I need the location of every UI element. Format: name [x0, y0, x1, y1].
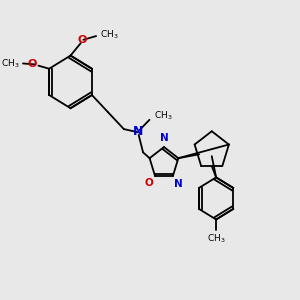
Text: N: N — [174, 179, 183, 189]
Text: CH$_3$: CH$_3$ — [207, 233, 225, 245]
Text: CH$_3$: CH$_3$ — [100, 28, 118, 41]
Text: O: O — [144, 178, 153, 188]
Text: CH$_3$: CH$_3$ — [154, 110, 172, 122]
Text: CH$_3$: CH$_3$ — [2, 57, 20, 70]
Text: N: N — [160, 133, 168, 143]
Text: N: N — [133, 125, 144, 138]
Text: O: O — [27, 59, 37, 69]
Text: O: O — [77, 35, 87, 45]
